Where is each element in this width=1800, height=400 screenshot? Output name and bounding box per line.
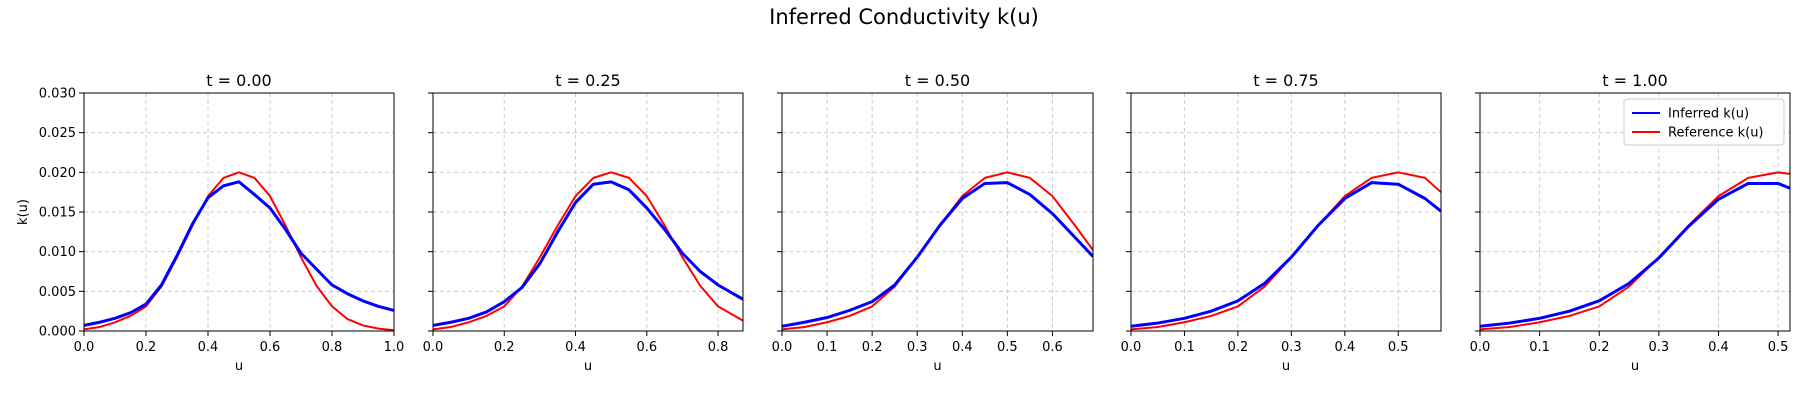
x-tick-label: 0.4 — [565, 340, 586, 355]
x-tick-label: 0.5 — [997, 340, 1018, 355]
series-line-reference — [782, 171, 1093, 331]
legend-box — [1623, 98, 1785, 146]
x-tick-label: 0.0 — [423, 340, 444, 355]
y-tick-label: 0.030 — [39, 87, 76, 102]
y-tick-label: 0.010 — [39, 245, 76, 260]
x-tick-label: 0.3 — [1649, 340, 1670, 355]
x-tick-label: 0.6 — [636, 340, 657, 355]
x-tick-label: 0.4 — [1708, 340, 1729, 355]
series-line-reference — [1131, 171, 1441, 331]
x-tick-label: 0.1 — [1174, 340, 1195, 355]
y-axis-label: k(u) — [16, 199, 31, 225]
series-line-inferred — [782, 181, 1093, 328]
x-tick-label: 0.0 — [1121, 340, 1142, 355]
y-tick-label: 0.000 — [39, 325, 76, 340]
x-tick-label: 0.5 — [1768, 340, 1789, 355]
x-axis-label: u — [584, 359, 592, 374]
x-tick-label: 0.4 — [1334, 340, 1355, 355]
x-tick-label: 0.0 — [1470, 340, 1491, 355]
x-tick-label: 0.5 — [1388, 340, 1409, 355]
x-tick-label: 1.0 — [384, 340, 405, 355]
panel-5: 0.0 0.1 0.2 0.3 0.4 0.5 t = 1.00 u Inferred k(u)… — [1470, 71, 1791, 374]
legend-label-reference: Reference k(u) — [1668, 126, 1764, 141]
legend: Inferred k(u) Reference k(u) — [1623, 98, 1785, 146]
legend-label-inferred: Inferred k(u) — [1668, 107, 1749, 122]
series-line-reference — [433, 171, 743, 331]
y-tick-label: 0.005 — [39, 285, 76, 300]
x-tick-label: 0.3 — [907, 340, 928, 355]
panel-title: t = 0.25 — [555, 71, 620, 90]
x-tick-label: 0.6 — [1042, 340, 1063, 355]
x-axis-label: u — [1282, 359, 1290, 374]
series-line-inferred — [84, 180, 394, 327]
y-tick-label: 0.020 — [39, 166, 76, 181]
x-axis-label: u — [1631, 359, 1639, 374]
panel-2: 0.0 0.2 0.4 0.6 0.8 t = 0.25 u — [423, 71, 744, 374]
x-axis-label: u — [235, 359, 243, 374]
x-tick-label: 0.0 — [772, 340, 793, 355]
panel-title: t = 0.75 — [1253, 71, 1318, 90]
figure-title: Inferred Conductivity k(u) — [769, 5, 1039, 29]
series-line-inferred — [1131, 181, 1441, 328]
x-tick-label: 0.2 — [1228, 340, 1249, 355]
panel-title: t = 0.00 — [206, 71, 271, 90]
x-tick-label: 0.6 — [260, 340, 281, 355]
series-line-reference — [84, 171, 394, 331]
series-line-inferred — [1480, 181, 1790, 328]
x-tick-label: 0.8 — [322, 340, 343, 355]
panel-title: t = 0.50 — [905, 71, 970, 90]
x-tick-label: 0.8 — [708, 340, 729, 355]
panel-1: 0.0 0.2 0.4 0.6 0.8 1.0 0.000 0.005 0.010 0.015 0.… — [16, 71, 404, 374]
x-tick-label: 0.1 — [817, 340, 838, 355]
y-tick-label: 0.015 — [39, 206, 76, 221]
x-tick-label: 0.2 — [1589, 340, 1610, 355]
panel-title: t = 1.00 — [1602, 71, 1667, 90]
panel-3: 0.0 0.1 0.2 0.3 0.4 0.5 0.6 t = 0.50 u — [772, 71, 1094, 374]
x-tick-label: 0.2 — [862, 340, 883, 355]
x-tick-label: 0.1 — [1529, 340, 1550, 355]
x-tick-label: 0.3 — [1281, 340, 1302, 355]
x-tick-label: 0.4 — [952, 340, 973, 355]
series-line-reference — [1480, 171, 1790, 331]
x-tick-label: 0.4 — [198, 340, 219, 355]
x-tick-label: 0.2 — [494, 340, 515, 355]
x-tick-label: 0.0 — [74, 340, 95, 355]
series-line-inferred — [433, 180, 743, 327]
panel-4: 0.0 0.1 0.2 0.3 0.4 0.5 t = 0.75 u — [1121, 71, 1442, 374]
y-tick-label: 0.025 — [39, 126, 76, 141]
x-tick-label: 0.2 — [136, 340, 157, 355]
x-axis-label: u — [933, 359, 941, 374]
